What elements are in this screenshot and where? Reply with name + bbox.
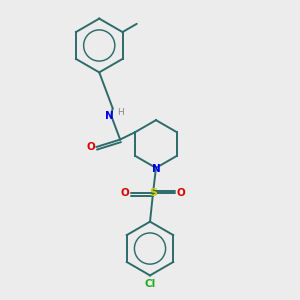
Text: S: S [149, 188, 157, 198]
Text: N: N [105, 111, 114, 121]
Text: O: O [86, 142, 95, 152]
Text: Cl: Cl [144, 279, 156, 289]
Text: H: H [117, 108, 124, 117]
Text: O: O [121, 188, 130, 198]
Text: N: N [152, 164, 160, 173]
Text: O: O [176, 188, 185, 198]
